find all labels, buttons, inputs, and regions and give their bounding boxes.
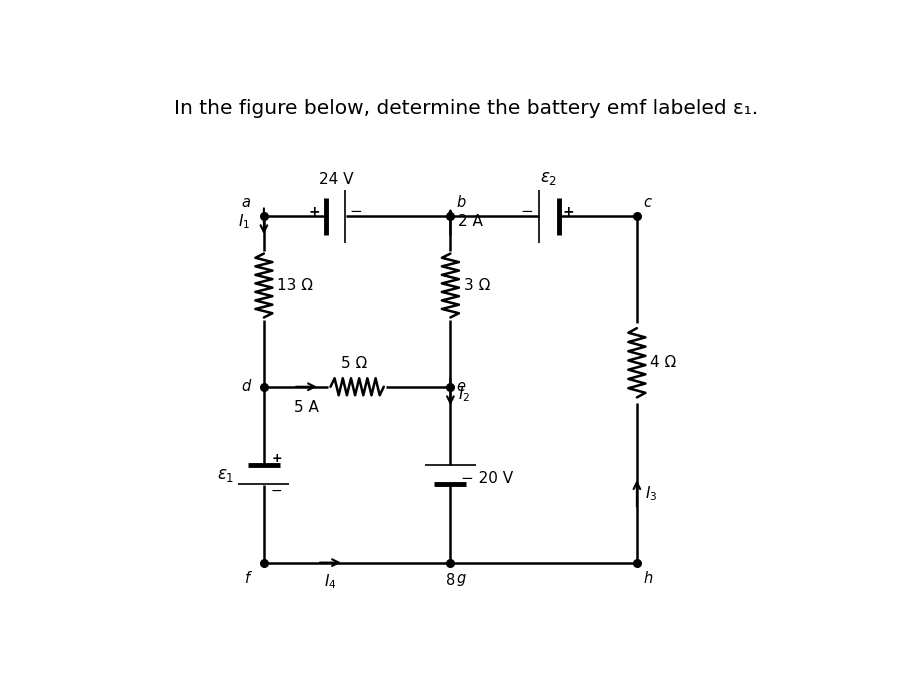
Text: $I_4$: $I_4$ (324, 572, 337, 591)
Text: 13 Ω: 13 Ω (278, 278, 313, 293)
Text: $\varepsilon_1$: $\varepsilon_1$ (217, 466, 235, 484)
Text: +: + (308, 205, 319, 219)
Text: h: h (643, 571, 652, 585)
Text: $I_1$: $I_1$ (238, 212, 250, 231)
Text: $I_3$: $I_3$ (645, 484, 657, 502)
Text: 8: 8 (446, 573, 455, 588)
Text: 2 A: 2 A (459, 214, 483, 229)
Text: f: f (246, 571, 250, 585)
Text: +: + (272, 452, 282, 465)
Text: c: c (643, 195, 652, 210)
Text: g: g (457, 571, 466, 585)
Text: In the figure below, determine the battery emf labeled ε₁.: In the figure below, determine the batte… (175, 99, 758, 118)
Text: +: + (562, 205, 574, 219)
Text: a: a (241, 195, 250, 210)
Text: 3 Ω: 3 Ω (464, 278, 490, 293)
Text: 5 A: 5 A (294, 400, 319, 415)
Text: 24 V: 24 V (318, 172, 353, 187)
Text: 4 Ω: 4 Ω (651, 355, 676, 370)
Text: $I_2$: $I_2$ (459, 385, 470, 404)
Text: d: d (241, 379, 250, 394)
Text: e: e (457, 379, 466, 394)
Text: −: − (521, 205, 533, 219)
Text: b: b (457, 195, 466, 210)
Text: − 20 V: − 20 V (461, 471, 513, 486)
Text: $\varepsilon_2$: $\varepsilon_2$ (541, 169, 558, 187)
Text: −: − (270, 484, 282, 498)
Text: 5 Ω: 5 Ω (341, 356, 368, 371)
Text: −: − (349, 205, 362, 219)
